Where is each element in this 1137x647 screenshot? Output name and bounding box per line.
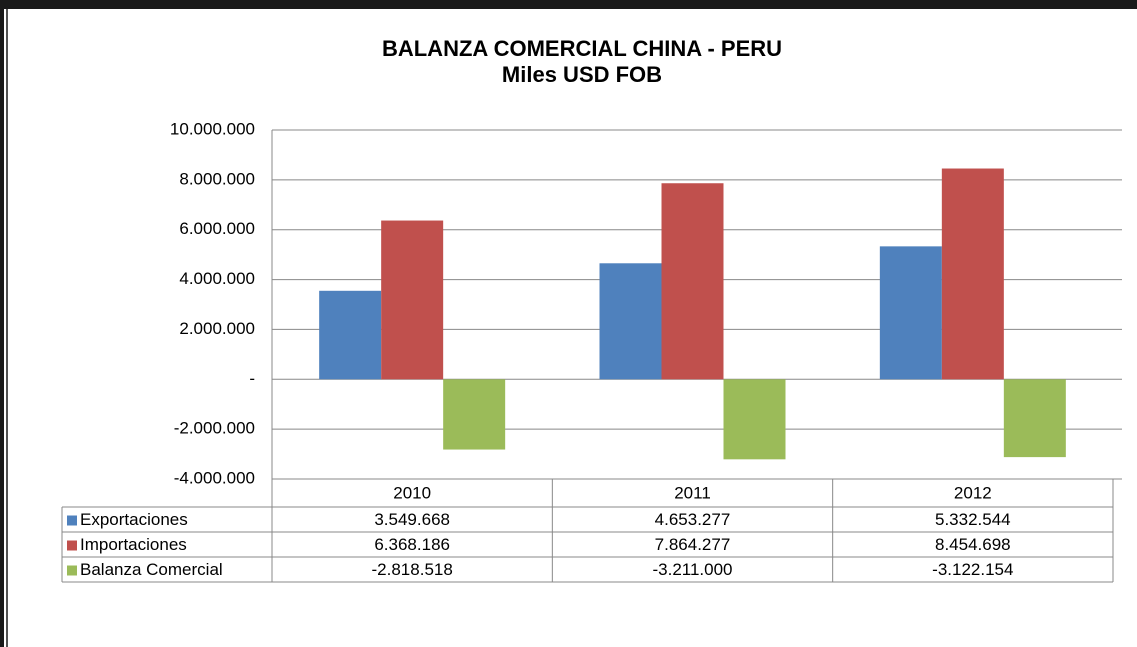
- table-value: -3.122.154: [932, 560, 1013, 579]
- y-tick-label: -4.000.000: [174, 468, 255, 487]
- table-value: 5.332.544: [935, 510, 1011, 529]
- frame-left: [0, 0, 4, 647]
- legend-label: Exportaciones: [80, 510, 188, 529]
- y-tick-label: -2.000.000: [174, 419, 255, 438]
- bar: [661, 183, 724, 380]
- bar: [723, 379, 786, 460]
- legend-swatch: [67, 515, 77, 526]
- y-tick-label: 4.000.000: [179, 269, 255, 288]
- y-tick-label: 10.000.000: [170, 119, 255, 138]
- bar: [1003, 379, 1066, 458]
- table-value: 4.653.277: [655, 510, 731, 529]
- bar: [319, 290, 382, 380]
- bar: [443, 379, 506, 450]
- chart-title: BALANZA COMERCIAL CHINA - PERU: [382, 36, 782, 61]
- bar: [381, 220, 444, 380]
- y-tick-label: 6.000.000: [179, 219, 255, 238]
- legend-swatch: [67, 565, 77, 576]
- table-value: 7.864.277: [655, 535, 731, 554]
- y-tick-label: 2.000.000: [179, 319, 255, 338]
- frame-top: [0, 0, 1137, 9]
- bar: [599, 263, 662, 380]
- bar: [879, 246, 942, 380]
- x-tick-label: 2012: [954, 483, 992, 502]
- table-value: 6.368.186: [374, 535, 450, 554]
- table-value: -2.818.518: [372, 560, 453, 579]
- table-value: 8.454.698: [935, 535, 1011, 554]
- table-value: 3.549.668: [374, 510, 450, 529]
- x-tick-label: 2011: [674, 483, 711, 502]
- legend-label: Importaciones: [80, 535, 187, 554]
- legend-swatch: [67, 540, 77, 551]
- legend-label: Balanza Comercial: [80, 560, 223, 579]
- y-tick-label: 8.000.000: [179, 169, 255, 188]
- x-tick-label: 2010: [393, 483, 431, 502]
- bar: [941, 168, 1004, 380]
- y-tick-label: -: [249, 369, 255, 388]
- chart-subtitle: Miles USD FOB: [502, 62, 662, 87]
- table-value: -3.211.000: [652, 560, 732, 579]
